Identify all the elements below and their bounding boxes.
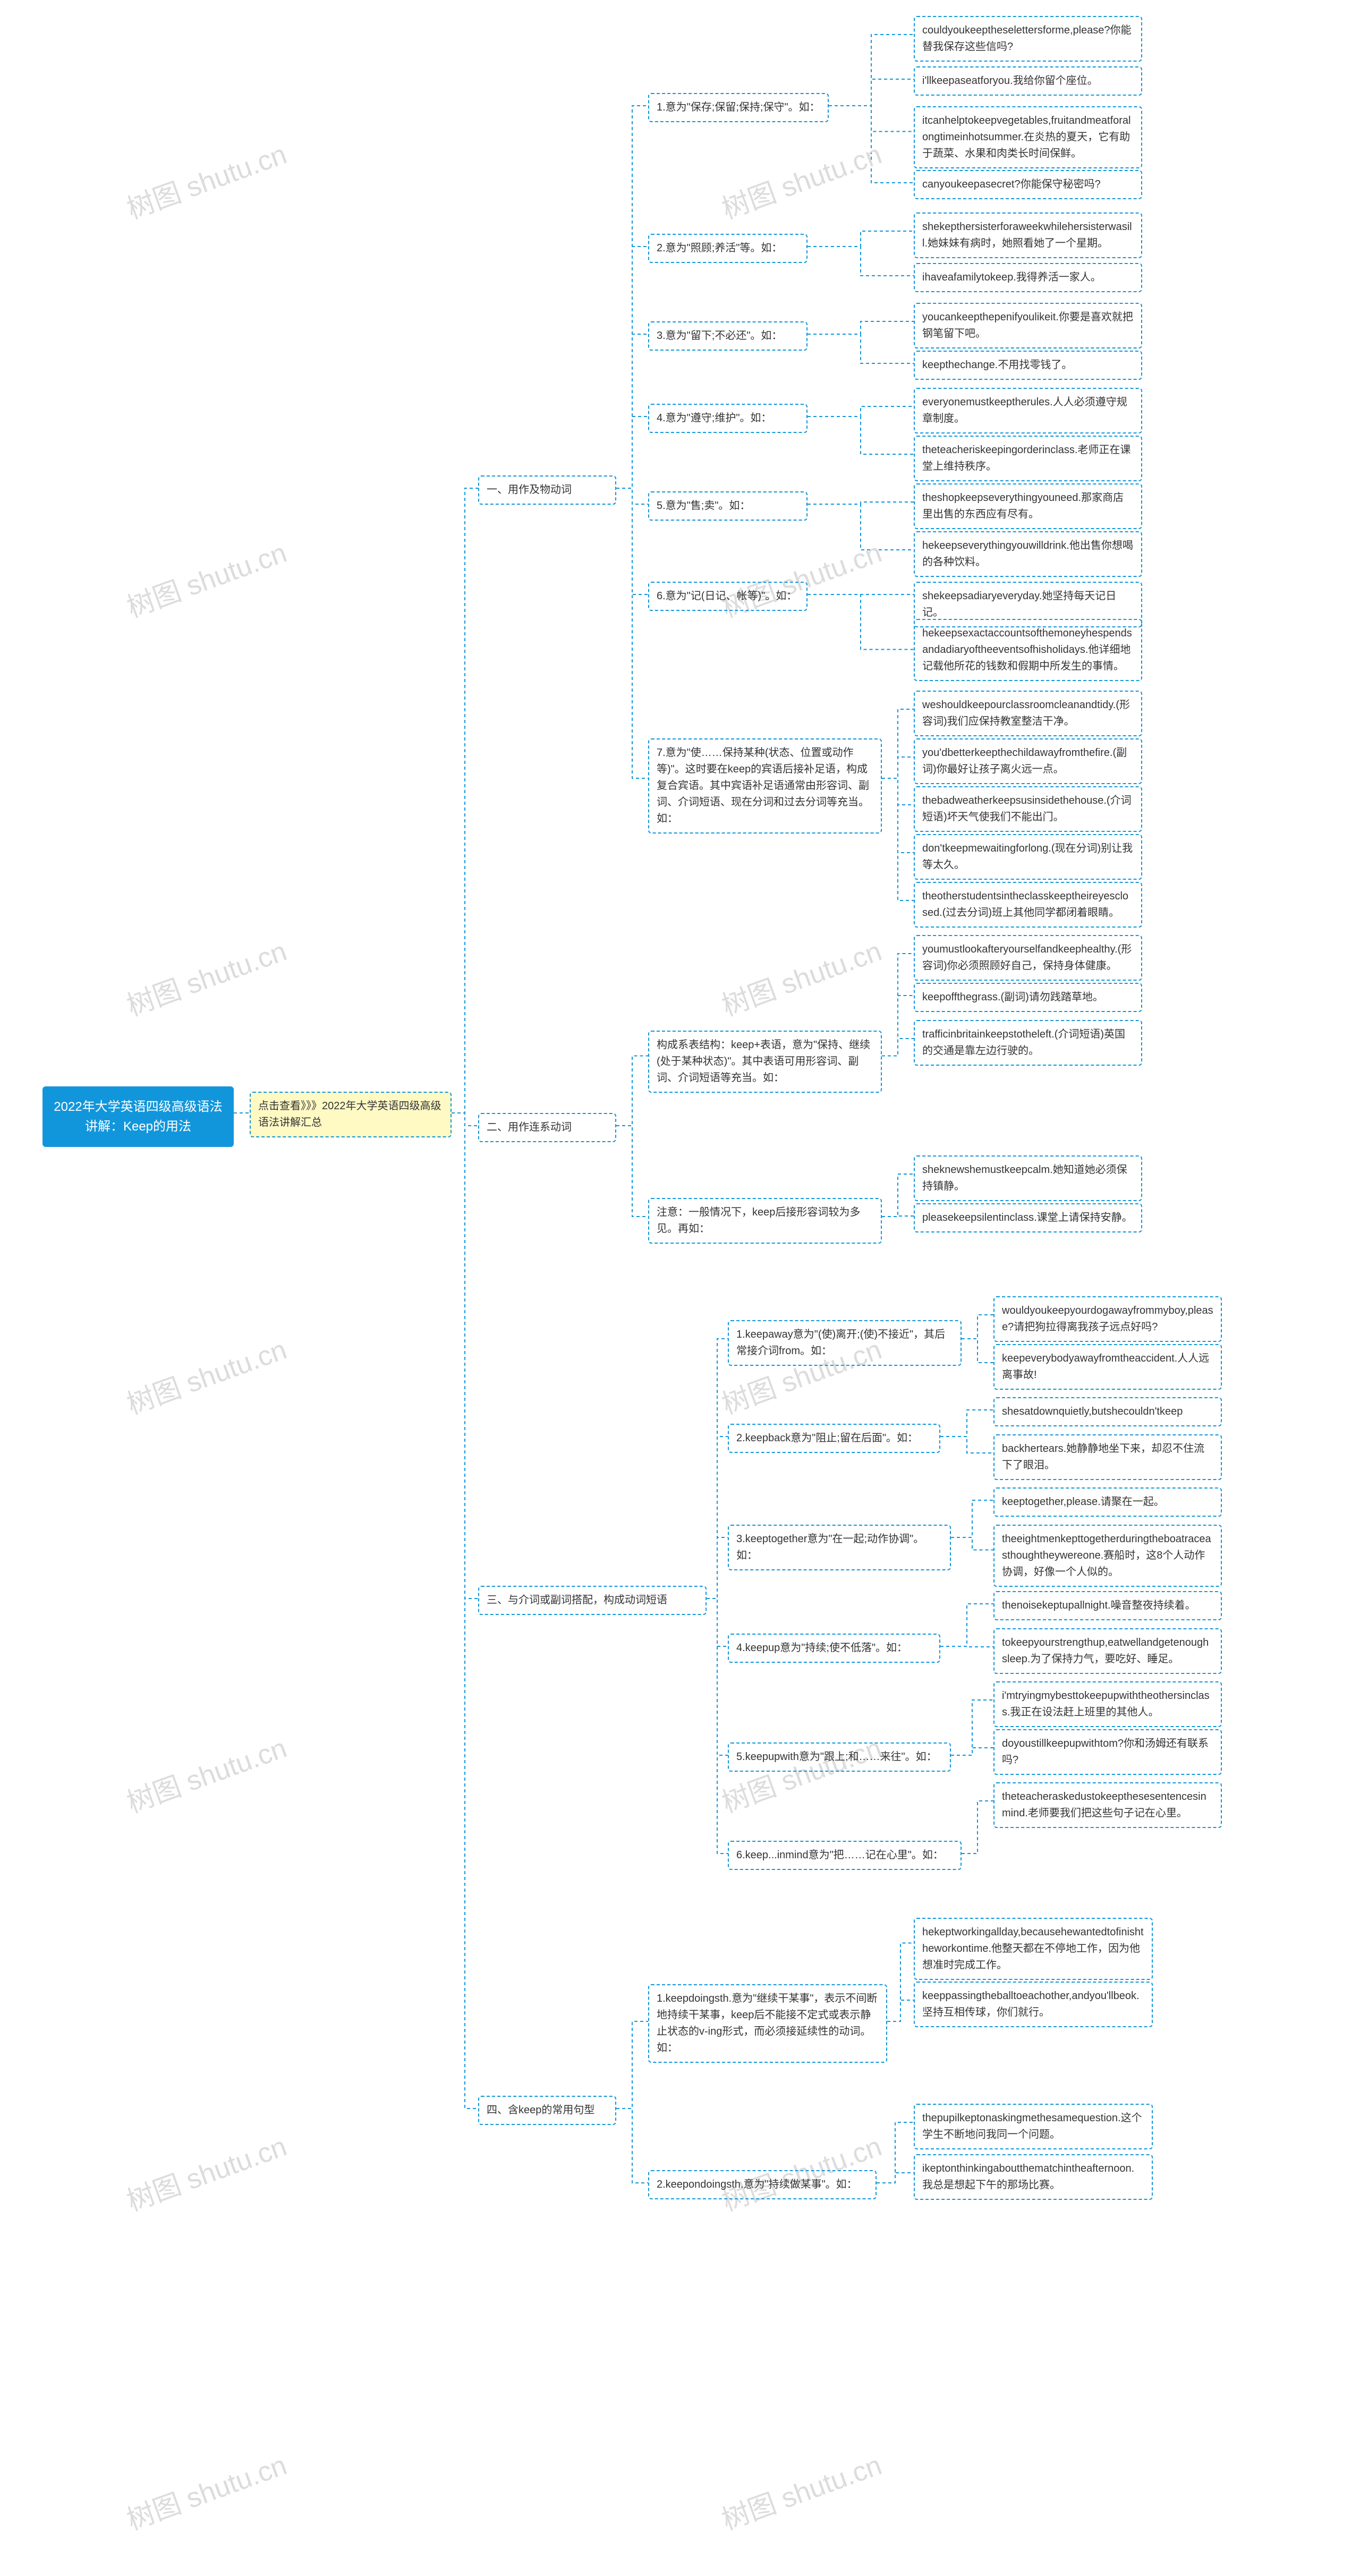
section-node: 四、含keep的常用句型 (478, 2096, 616, 2125)
leaf-node: i'mtryingmybesttokeepupwiththeothersincl… (993, 1681, 1222, 1727)
leaf-node: theteacheriskeepingorderinclass.老师正在课堂上维… (914, 436, 1142, 481)
leaf-node: thebadweatherkeepsusinsidethehouse.(介词短语… (914, 786, 1142, 832)
leaf-node: keepthechange.不用找零钱了。 (914, 351, 1142, 380)
mid-node: 注意：一般情况下，keep后接形容词较为多见。再如： (648, 1198, 882, 1244)
leaf-node: i'llkeepaseatforyou.我给你留个座位。 (914, 66, 1142, 96)
mid-node: 5.意为"售;卖"。如： (648, 491, 808, 521)
leaf-node: shekepthersisterforaweekwhilehersisterwa… (914, 212, 1142, 258)
leaf-node: hekeepsexactaccountsofthemoneyhespendsan… (914, 619, 1142, 681)
leaf-node: sheknewshemustkeepcalm.她知道她必须保持镇静。 (914, 1155, 1142, 1201)
section-node: 三、与介词或副词搭配，构成动词短语 (478, 1586, 707, 1615)
watermark: 树图 shutu.cn (121, 1327, 292, 1422)
mid-node: 2.意为"照顾;养活"等。如： (648, 234, 808, 263)
mid-node: 6.意为"记(日记、帐等)"。如： (648, 582, 808, 611)
mid-node: 2.keepondoingsth.意为"持续做某事"。如： (648, 2170, 877, 2199)
section-node: 二、用作连系动词 (478, 1113, 616, 1142)
subhub-node[interactable]: 点击查看》》》2022年大学英语四级高级语法讲解汇总 (250, 1092, 452, 1137)
mid-node: 6.keep...inmind意为"把……记在心里"。如： (728, 1841, 962, 1870)
leaf-node: theteacheraskedustokeepthesesentencesinm… (993, 1782, 1222, 1828)
leaf-node: hekeepseverythingyouwilldrink.他出售你想喝的各种饮… (914, 531, 1142, 577)
mid-node: 5.keepupwith意为"跟上;和……来往"。如： (728, 1742, 951, 1772)
leaf-node: backhertears.她静静地坐下来，却忍不住流下了眼泪。 (993, 1434, 1222, 1480)
leaf-node: youmustlookafteryourselfandkeephealthy.(… (914, 935, 1142, 981)
leaf-node: weshouldkeepourclassroomcleanandtidy.(形容… (914, 691, 1142, 736)
leaf-node: doyoustillkeepupwithtom?你和汤姆还有联系吗? (993, 1729, 1222, 1775)
leaf-node: thepupilkeptonaskingmethesamequestion.这个… (914, 2104, 1153, 2149)
leaf-node: theotherstudentsintheclasskeeptheireyesc… (914, 882, 1142, 928)
leaf-node: keepoffthegrass.(副词)请勿践踏草地。 (914, 983, 1142, 1012)
leaf-node: keepeverybodyawayfromtheaccident.人人远离事故! (993, 1344, 1222, 1390)
watermark: 树图 shutu.cn (716, 1725, 887, 1820)
leaf-node: hekeptworkingallday,becausehewantedtofin… (914, 1918, 1153, 1980)
leaf-node: everyonemustkeeptherules.人人必须遵守规章制度。 (914, 388, 1142, 433)
leaf-node: keeppassingtheballtoeachother,andyou'llb… (914, 1982, 1153, 2027)
watermark: 树图 shutu.cn (121, 530, 292, 625)
leaf-node: pleasekeepsilentinclass.课堂上请保持安静。 (914, 1203, 1142, 1232)
leaf-node: canyoukeepasecret?你能保守秘密吗? (914, 170, 1142, 199)
watermark: 树图 shutu.cn (121, 132, 292, 226)
leaf-node: shesatdownquietly,butshecouldn'tkeep (993, 1397, 1222, 1426)
root-node: 2022年大学英语四级高级语法讲解：Keep的用法 (42, 1086, 234, 1147)
mid-node: 4.意为"遵守;维护"。如： (648, 404, 808, 433)
leaf-node: wouldyoukeepyourdogawayfrommyboy,please?… (993, 1296, 1222, 1342)
mid-node: 3.keeptogether意为"在一起;动作协调"。如： (728, 1525, 951, 1570)
watermark: 树图 shutu.cn (121, 929, 292, 1023)
leaf-node: trafficinbritainkeepstotheleft.(介词短语)英国的… (914, 1020, 1142, 1066)
mid-node: 1.keepaway意为"(使)离开;(使)不接近"，其后常接介词from。如： (728, 1320, 962, 1366)
section-node: 一、用作及物动词 (478, 475, 616, 505)
leaf-node: ihaveafamilytokeep.我得养活一家人。 (914, 263, 1142, 292)
mid-node: 2.keepback意为"阻止;留在后面"。如： (728, 1424, 940, 1453)
leaf-node: tokeepyourstrengthup,eatwellandgetenough… (993, 1628, 1222, 1674)
mid-node: 1.keepdoingsth.意为"继续干某事"，表示不间断地持续干某事，kee… (648, 1984, 887, 2063)
leaf-node: don'tkeepmewaitingforlong.(现在分词)别让我等太久。 (914, 834, 1142, 880)
watermark: 树图 shutu.cn (121, 1725, 292, 1820)
mid-node: 3.意为"留下;不必还"。如： (648, 321, 808, 351)
watermark: 树图 shutu.cn (716, 929, 887, 1023)
watermark: 树图 shutu.cn (716, 132, 887, 226)
leaf-node: you'dbetterkeepthechildawayfromthefire.(… (914, 738, 1142, 784)
leaf-node: itcanhelptokeepvegetables,fruitandmeatfo… (914, 106, 1142, 168)
watermark: 树图 shutu.cn (121, 2124, 292, 2218)
mid-node: 4.keepup意为"持续;使不低落"。如： (728, 1634, 940, 1663)
leaf-node: couldyoukeeptheselettersforme,please?你能替… (914, 16, 1142, 62)
leaf-node: ikeptonthinkingaboutthematchintheafterno… (914, 2154, 1153, 2200)
leaf-node: thenoisekeptupallnight.噪音整夜持续着。 (993, 1591, 1222, 1620)
leaf-node: theshopkeepseverythingyouneed.那家商店里出售的东西… (914, 483, 1142, 529)
watermark: 树图 shutu.cn (716, 2443, 887, 2537)
mid-node: 7.意为"使……保持某种(状态、位置或动作等)"。这时要在keep的宾语后接补足… (648, 738, 882, 834)
mid-node: 构成系表结构：keep+表语，意为"保持、继续(处于某种状态)"。其中表语可用形… (648, 1031, 882, 1093)
leaf-node: theeightmenkepttogetherduringtheboatrace… (993, 1525, 1222, 1587)
leaf-node: keeptogether,please.请聚在一起。 (993, 1487, 1222, 1517)
leaf-node: youcankeepthepenifyoulikeit.你要是喜欢就把钢笔留下吧… (914, 303, 1142, 348)
mid-node: 1.意为"保存;保留;保持;保守"。如： (648, 93, 829, 122)
watermark: 树图 shutu.cn (121, 2443, 292, 2537)
